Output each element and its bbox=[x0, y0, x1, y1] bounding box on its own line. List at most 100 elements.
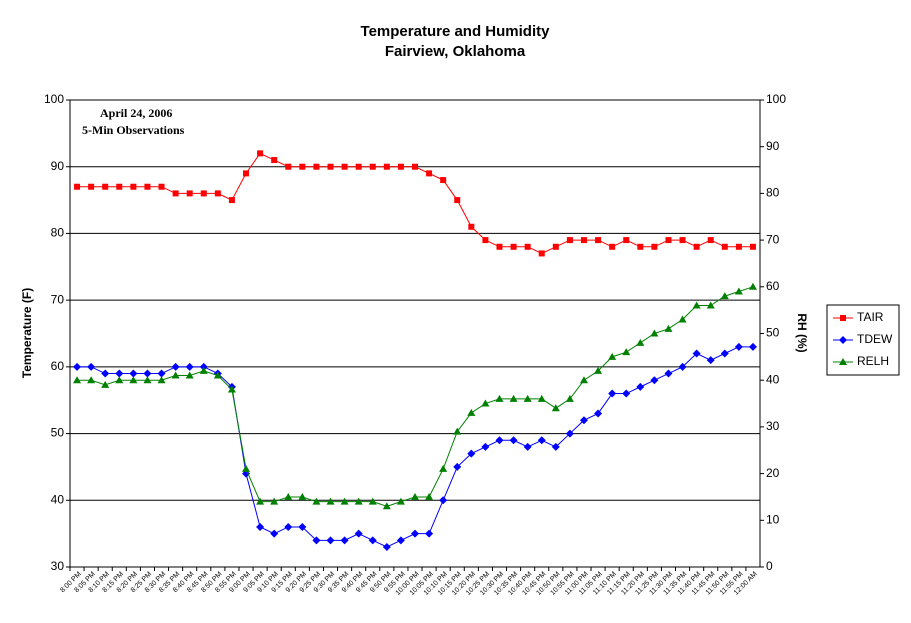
data-point bbox=[706, 356, 715, 365]
data-point bbox=[284, 522, 293, 531]
legend-marker bbox=[839, 358, 847, 365]
data-point bbox=[326, 536, 335, 545]
y2-tick-label: 40 bbox=[766, 372, 780, 386]
data-point bbox=[101, 369, 110, 378]
data-point bbox=[73, 376, 82, 384]
data-point bbox=[509, 436, 518, 445]
data-point bbox=[720, 349, 729, 358]
data-point bbox=[523, 394, 532, 402]
data-point bbox=[271, 157, 278, 164]
data-point bbox=[565, 394, 574, 402]
data-point bbox=[157, 369, 166, 378]
data-point bbox=[227, 385, 236, 393]
legend-marker bbox=[840, 315, 846, 321]
y2-tick-label: 30 bbox=[766, 419, 780, 433]
data-point bbox=[129, 369, 138, 378]
data-point bbox=[355, 163, 362, 170]
annotation: April 24, 2006 bbox=[100, 106, 172, 120]
plot-border bbox=[69, 99, 761, 568]
data-point bbox=[87, 362, 96, 371]
data-point bbox=[651, 243, 658, 250]
data-point bbox=[665, 237, 672, 244]
data-point bbox=[496, 243, 503, 250]
data-point bbox=[157, 376, 166, 384]
data-point bbox=[257, 150, 264, 157]
data-point bbox=[524, 243, 531, 250]
data-point bbox=[340, 536, 349, 545]
data-point bbox=[74, 183, 81, 190]
data-point bbox=[382, 502, 391, 510]
data-point bbox=[200, 190, 207, 197]
data-point bbox=[664, 369, 673, 378]
data-point bbox=[565, 429, 574, 438]
legend-label: TDEW bbox=[857, 332, 893, 346]
data-point bbox=[171, 362, 180, 371]
data-point bbox=[425, 492, 434, 500]
y-tick-label: 90 bbox=[51, 159, 65, 173]
data-point bbox=[228, 197, 235, 204]
data-point bbox=[636, 382, 645, 391]
data-point bbox=[270, 497, 279, 505]
chart-title: Temperature and Humidity bbox=[361, 23, 551, 40]
legend-label: RELH bbox=[857, 354, 889, 368]
data-point bbox=[609, 243, 616, 250]
data-point bbox=[171, 371, 180, 379]
data-point bbox=[270, 529, 279, 538]
data-point bbox=[213, 371, 222, 379]
data-point bbox=[664, 324, 673, 332]
data-point bbox=[579, 416, 588, 425]
data-point bbox=[298, 492, 307, 500]
data-point bbox=[692, 349, 701, 358]
y2-tick-label: 20 bbox=[766, 466, 780, 480]
data-point bbox=[748, 342, 757, 351]
data-point bbox=[243, 170, 250, 177]
y2-tick-label: 80 bbox=[766, 186, 780, 200]
data-point bbox=[468, 223, 475, 230]
y-axis-label: Temperature (F) bbox=[20, 288, 34, 378]
data-point bbox=[284, 492, 293, 500]
data-point bbox=[368, 497, 377, 505]
data-point bbox=[369, 163, 376, 170]
data-point bbox=[143, 376, 152, 384]
data-point bbox=[734, 342, 743, 351]
data-point bbox=[256, 522, 265, 531]
data-point bbox=[692, 301, 701, 309]
chart-subtitle: Fairview, Oklahoma bbox=[385, 43, 526, 60]
data-point bbox=[706, 301, 715, 309]
data-point bbox=[734, 287, 743, 295]
data-point bbox=[368, 536, 377, 545]
data-point bbox=[383, 163, 390, 170]
y-tick-label: 100 bbox=[44, 92, 64, 106]
data-point bbox=[551, 404, 560, 412]
y2-tick-label: 90 bbox=[766, 139, 780, 153]
data-point bbox=[298, 522, 307, 531]
data-point bbox=[101, 380, 110, 388]
data-point bbox=[313, 163, 320, 170]
data-point bbox=[354, 529, 363, 538]
data-point bbox=[467, 408, 476, 416]
data-point bbox=[482, 237, 489, 244]
data-point bbox=[720, 292, 729, 300]
data-point bbox=[749, 243, 756, 250]
data-point bbox=[158, 183, 165, 190]
data-point bbox=[115, 369, 124, 378]
data-point bbox=[382, 542, 391, 551]
data-point bbox=[199, 362, 208, 371]
data-point bbox=[439, 496, 448, 505]
data-point bbox=[481, 399, 490, 407]
y2-tick-label: 10 bbox=[766, 512, 780, 526]
data-point bbox=[622, 389, 631, 398]
data-point bbox=[453, 427, 462, 435]
data-point bbox=[623, 237, 630, 244]
data-point bbox=[594, 366, 603, 374]
data-point bbox=[495, 436, 504, 445]
data-point bbox=[523, 442, 532, 451]
data-point bbox=[285, 163, 292, 170]
data-point bbox=[678, 315, 687, 323]
data-point bbox=[636, 338, 645, 346]
data-point bbox=[678, 362, 687, 371]
data-point bbox=[454, 197, 461, 204]
data-point bbox=[566, 237, 573, 244]
data-point bbox=[242, 464, 251, 472]
